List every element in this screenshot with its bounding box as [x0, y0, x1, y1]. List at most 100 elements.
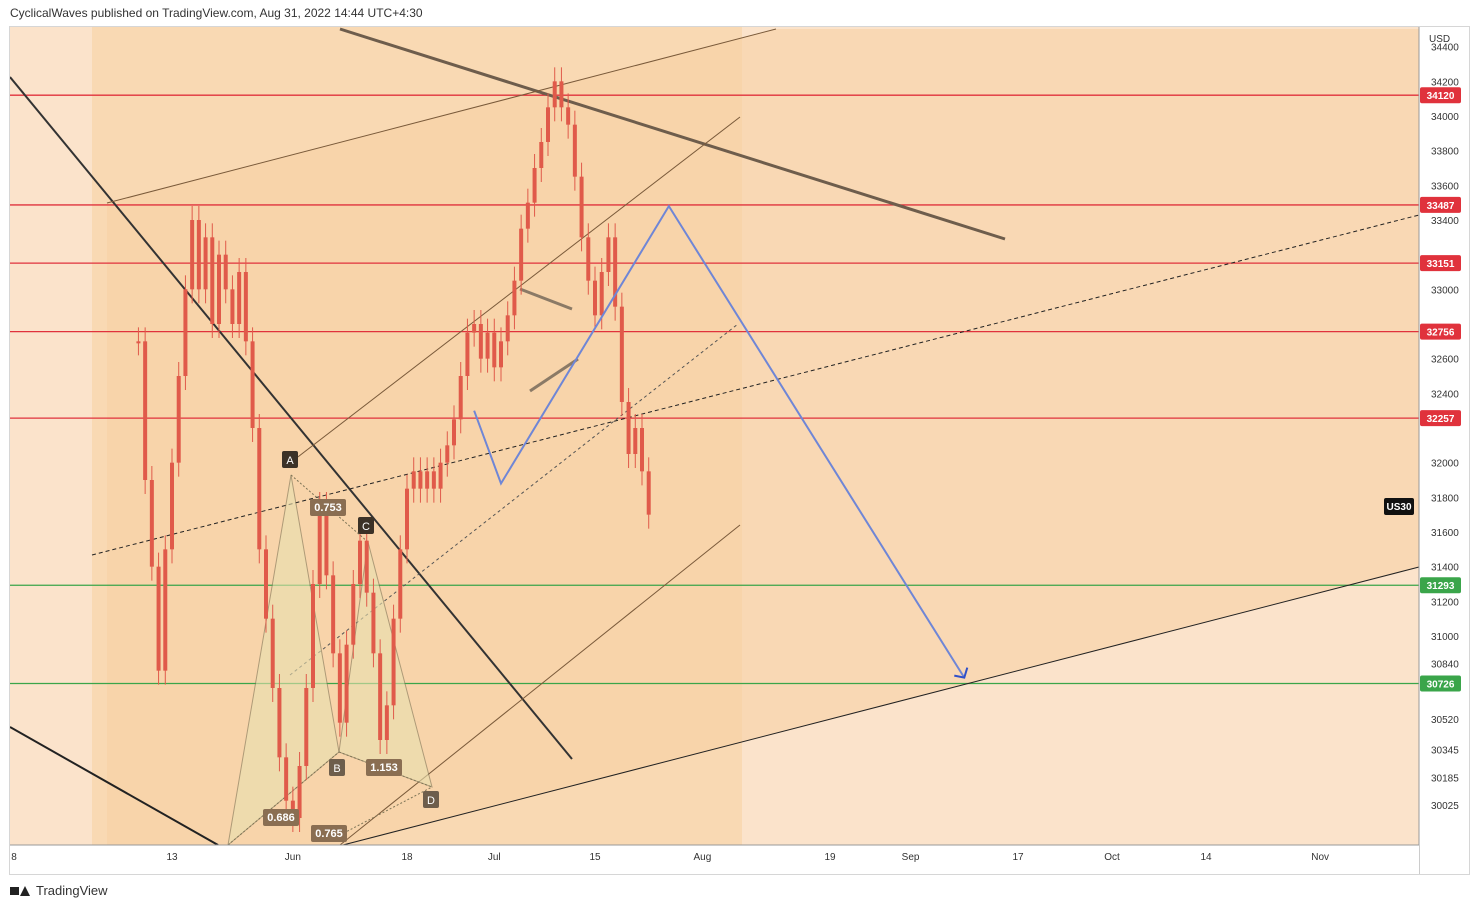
publisher-caption: CyclicalWaves published on TradingView.c… [10, 6, 423, 20]
candle-body [176, 376, 181, 463]
candle-body [593, 280, 597, 316]
price-tick-label: 32600 [1431, 355, 1459, 366]
candle-body [391, 618, 396, 706]
resistance-badge-bg [1420, 255, 1461, 272]
lower-descending-line [10, 726, 219, 846]
resistance-badge-bg [1420, 87, 1461, 104]
candle-body [297, 766, 302, 818]
support-badge-value: 30726 [1427, 679, 1455, 690]
candle-body [566, 107, 571, 125]
candle-body [559, 81, 564, 108]
price-tick-label: 33800 [1431, 147, 1459, 158]
pattern-ratio-badge [366, 759, 402, 776]
candle-body [143, 341, 148, 480]
candle-body [546, 107, 550, 142]
price-tick-label: 32400 [1431, 389, 1459, 400]
price-tick-label: 30345 [1431, 746, 1459, 757]
tradingview-logo-icon [10, 885, 30, 897]
harmonic-ratio-xb [227, 751, 340, 846]
price-tick-label: 30185 [1431, 773, 1459, 784]
price-tick-label: 33600 [1431, 181, 1459, 192]
price-tick-label: 31600 [1431, 528, 1459, 539]
time-tick-label: Oct [1104, 852, 1120, 863]
support-badge-bg [1420, 675, 1461, 692]
chart-frame[interactable]: USD 34400 34200 34000 33800 33600 33400 33000 32… [9, 26, 1470, 875]
pattern-point-badge [329, 759, 345, 776]
candle-body [465, 332, 470, 376]
candle-body [478, 324, 483, 359]
resistance-badge-bg [1420, 323, 1461, 340]
candle-body [196, 220, 201, 290]
candle-body [277, 688, 282, 758]
price-tick-label: 33400 [1431, 216, 1459, 227]
pattern-ratio-badge [310, 499, 346, 516]
footer-brand: TradingView [36, 883, 108, 898]
candle-body [606, 237, 611, 272]
candle-body [270, 618, 275, 688]
candle-body [337, 653, 342, 723]
candle-body [331, 575, 336, 654]
projection-path [473, 204, 966, 679]
candle-body [619, 306, 624, 402]
price-tick-label: 32000 [1431, 459, 1459, 470]
candle-body [344, 644, 349, 723]
candle-body [525, 202, 530, 229]
long-support-line [342, 566, 1420, 846]
time-tick-label: 14 [1200, 852, 1212, 863]
candle-body [284, 757, 289, 801]
resistance-badge-bg [1420, 410, 1461, 427]
candle-body [223, 254, 228, 290]
harmonic-ratio-ac [290, 474, 369, 543]
candle-body [472, 324, 477, 333]
resistance-badge-value: 34120 [1427, 91, 1455, 102]
candle-body [431, 471, 436, 489]
price-tick-label: 34200 [1431, 77, 1459, 88]
pattern-ratio-label: 0.753 [314, 502, 342, 514]
candle-body [136, 341, 141, 344]
time-tick-label: 15 [589, 852, 601, 863]
dashed-midline [289, 323, 739, 676]
time-tick-label: 8 [11, 852, 17, 863]
price-tick-label: 31200 [1431, 597, 1459, 608]
flag-line-lower [529, 357, 579, 393]
candle-body [371, 592, 376, 654]
candle-body [640, 428, 644, 472]
candle-body [264, 549, 268, 619]
price-tick-label: 30520 [1431, 715, 1459, 726]
candle-body [418, 471, 423, 489]
time-tick-label: 17 [1012, 852, 1024, 863]
descending-trendline [10, 76, 573, 760]
price-tick-label: 33000 [1431, 285, 1459, 296]
candle-body [358, 540, 362, 584]
candle-body [458, 376, 463, 420]
candle-body [351, 584, 356, 645]
candle-body [646, 471, 651, 515]
candle-body [552, 81, 557, 108]
dashed-trendline [91, 214, 1420, 556]
price-axis-currency: USD [1429, 34, 1450, 45]
symbol-badge-label: US30 [1386, 502, 1411, 513]
pattern-ratio-badge [311, 825, 347, 842]
footer: TradingView [10, 883, 108, 898]
pattern-point-label: A [286, 455, 294, 467]
pattern-ratio-label: 1.153 [370, 762, 398, 774]
candle-body [384, 705, 389, 740]
candle-body [317, 506, 322, 584]
channel-upper-line [106, 28, 777, 204]
time-tick-label: Aug [694, 852, 712, 863]
support-badge-value: 31293 [1427, 581, 1455, 592]
pattern-ratio-label: 0.765 [315, 828, 343, 840]
candle-body [425, 471, 430, 489]
channel-zone-shade [107, 29, 1419, 845]
candle-body [411, 471, 416, 489]
flag-line-upper [519, 287, 573, 311]
candle-body [250, 341, 255, 428]
falling-resistance-line [339, 27, 1006, 241]
candle-body [405, 488, 409, 550]
pattern-point-label: C [362, 521, 370, 533]
candle-body [304, 688, 309, 766]
candle-body [539, 142, 544, 168]
channel-lower-line [339, 524, 741, 846]
candle-body [492, 332, 497, 368]
